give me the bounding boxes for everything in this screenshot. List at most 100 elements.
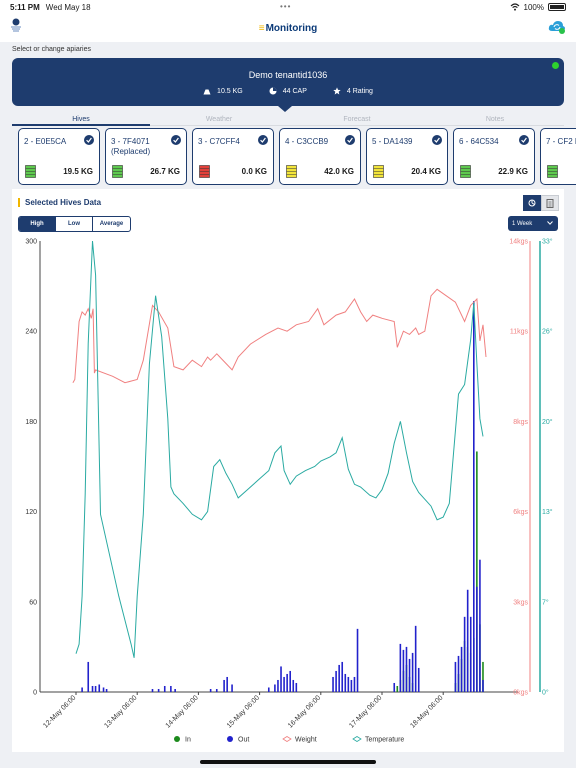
apiary-weight: 10.5 KG: [217, 87, 243, 95]
apiary-card[interactable]: Demo tenantid1036 10.5 KG 44 CAP 4 Ratin…: [12, 58, 564, 106]
bar-out: [335, 670, 337, 692]
check-circle-icon[interactable]: [519, 135, 529, 145]
bar-out: [283, 676, 285, 692]
check-circle-icon[interactable]: [345, 135, 355, 145]
hive-title: 7 - CF2 Boards: [546, 137, 576, 146]
hive-card[interactable]: 7 - CF2 Boards: [540, 128, 576, 185]
hive-weight: 22.9 KG: [498, 167, 528, 176]
apiary-name: Demo tenantid1036: [248, 70, 328, 80]
y-left-tick-label: 240: [25, 329, 37, 336]
apiary-logo-icon[interactable]: [10, 18, 22, 34]
bar-out: [414, 625, 417, 692]
mode-average-button[interactable]: Average: [99, 221, 124, 227]
legend-label-temperature: Temperature: [365, 737, 404, 744]
apiary-capacity-stat: 44 CAP: [269, 87, 307, 95]
check-circle-icon[interactable]: [84, 135, 94, 145]
apiary-card-pointer: [278, 106, 292, 112]
bar-out: [151, 688, 154, 692]
hive-card[interactable]: 3 - C7CFF4 0.0 KG: [192, 128, 274, 185]
weight-icon: [203, 89, 211, 94]
apiary-rating-stat: 4 Rating: [333, 87, 373, 95]
check-circle-icon[interactable]: [171, 135, 181, 145]
x-tick-label: 18-May 06:00: [409, 694, 444, 729]
period-dropdown[interactable]: 1 Week: [508, 216, 558, 231]
apiary-rating: 4 Rating: [346, 87, 373, 95]
tab-bar: Hives Weather Forecast Notes: [12, 114, 564, 126]
beehive-icon: [112, 165, 123, 178]
home-indicator[interactable]: [200, 760, 376, 764]
tab-hives[interactable]: Hives: [12, 114, 150, 126]
hive-card[interactable]: 2 - E0E5CA 19.5 KG: [18, 128, 100, 185]
bar-out: [174, 688, 176, 692]
y-temp-tick-label: 7°: [542, 598, 549, 606]
bar-out: [399, 643, 402, 692]
hive-card[interactable]: 4 - C3CCB9 42.0 KG: [279, 128, 361, 185]
aggregation-selector: High Low Average: [18, 216, 131, 232]
y-weight-tick-label: 14kgs: [509, 239, 528, 246]
check-circle-icon[interactable]: [432, 135, 442, 145]
table-view-button[interactable]: [541, 195, 559, 211]
legend-label-out: Out: [238, 737, 249, 744]
bar-out: [356, 628, 359, 692]
pie-chart-icon: [269, 87, 277, 95]
bar-out: [102, 687, 105, 692]
apiary-capacity: 44 CAP: [282, 87, 307, 95]
bar-out: [457, 655, 460, 692]
wifi-icon: [510, 3, 519, 11]
bar-out: [223, 679, 225, 692]
bar-out: [98, 684, 101, 692]
bar-out: [105, 688, 108, 692]
y-left-tick-label: 180: [25, 419, 37, 426]
beehive-icon: [373, 165, 384, 178]
hive-card[interactable]: 5 - DA1439 20.4 KG: [366, 128, 448, 185]
bar-out: [94, 685, 97, 692]
hive-card[interactable]: 6 - 64C534 22.9 KG: [453, 128, 535, 185]
hive-weight: 20.4 KG: [411, 167, 441, 176]
multitask-dots-icon[interactable]: •••: [280, 2, 292, 11]
bar-out: [463, 616, 466, 692]
star-icon: [333, 87, 341, 95]
hive-card[interactable]: 3 - 7F4071 (Replaced) 26.7 KG: [105, 128, 187, 185]
battery-percent: 100%: [523, 2, 544, 12]
hive-title: 3 - C7CFF4: [198, 137, 240, 146]
mode-low-button[interactable]: Low: [56, 217, 93, 231]
status-date: Wed May 18: [45, 2, 91, 12]
bar-out: [170, 685, 172, 692]
bar-out: [482, 679, 484, 692]
bar-out: [81, 687, 83, 692]
bar-in: [396, 685, 399, 692]
line-temperature: [75, 240, 484, 658]
bar-out: [274, 684, 276, 692]
cloud-sync-icon[interactable]: [548, 19, 566, 35]
bar-out: [347, 676, 350, 692]
bar-in: [482, 661, 484, 692]
beehive-icon: [460, 165, 471, 178]
select-apiary-label[interactable]: Select or change apiaries: [12, 46, 91, 53]
bar-out: [460, 646, 463, 692]
tab-weather[interactable]: Weather: [150, 114, 288, 126]
bar-out: [87, 661, 90, 692]
check-circle-icon[interactable]: [258, 135, 268, 145]
bar-out: [341, 661, 344, 692]
view-toggle: [523, 195, 559, 211]
bar-out: [454, 661, 457, 692]
y-temp-tick-label: 26°: [542, 328, 553, 336]
bar-out: [350, 679, 353, 692]
bar-out: [289, 670, 291, 692]
mode-high-button[interactable]: High: [19, 217, 56, 231]
y-left-tick-label: 300: [25, 239, 37, 246]
hive-card-list[interactable]: 2 - E0E5CA 19.5 KG 3 - 7F4071 (Replaced) 26…: [12, 127, 576, 186]
chart-view-button[interactable]: [523, 195, 541, 211]
page-title-text: Monitoring: [265, 23, 318, 34]
y-weight-tick-label: 11kgs: [510, 329, 529, 336]
y-weight-tick-label: 3kgs: [513, 599, 528, 606]
y-left-tick-label: 120: [25, 509, 37, 516]
hive-weight: 0.0 KG: [241, 167, 267, 176]
tab-notes[interactable]: Notes: [426, 114, 564, 126]
bar-out: [332, 676, 334, 692]
beehive-icon: [547, 165, 558, 178]
bar-out: [91, 685, 94, 692]
tab-forecast[interactable]: Forecast: [288, 114, 426, 126]
y-weight-tick-label: 8kgs: [513, 419, 528, 426]
bar-out: [292, 679, 295, 692]
